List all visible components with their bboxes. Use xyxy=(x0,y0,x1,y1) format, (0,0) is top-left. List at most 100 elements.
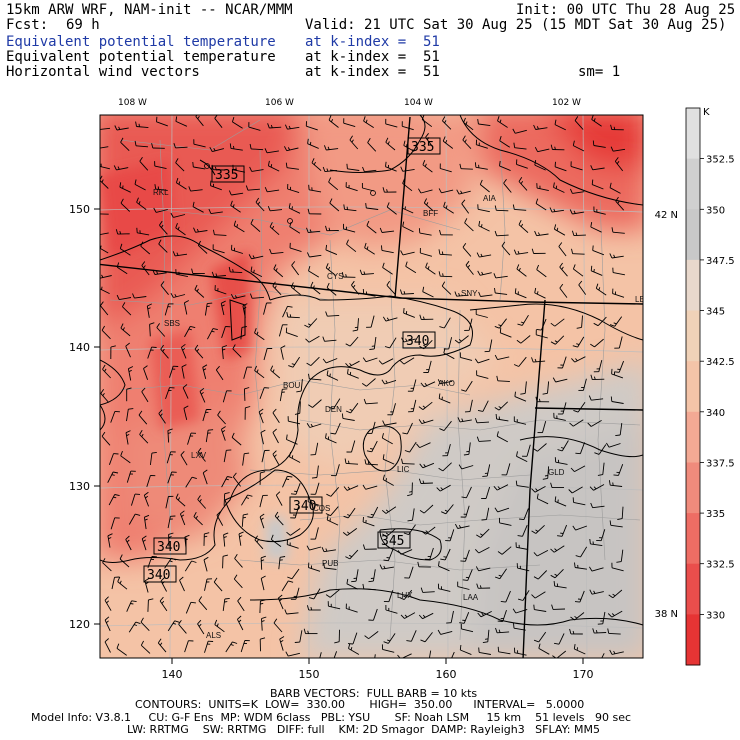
wind-barb xyxy=(225,641,238,653)
wind-barb xyxy=(366,220,377,234)
wind-barb xyxy=(134,140,149,148)
wind-barb xyxy=(518,220,529,233)
wind-barb xyxy=(326,487,340,497)
wind-barb xyxy=(140,241,151,255)
colorbar-swatch xyxy=(686,563,700,615)
wind-barb xyxy=(381,433,393,445)
wind-barb xyxy=(260,575,266,591)
wind-barb xyxy=(437,629,453,635)
wind-barb xyxy=(193,139,206,148)
wind-barb xyxy=(197,240,208,254)
wind-barb xyxy=(285,327,298,338)
x-tick-label: 170 xyxy=(573,668,594,681)
colorbar-swatch xyxy=(686,513,700,565)
wind-barb xyxy=(210,180,222,191)
wind-barb xyxy=(111,576,120,590)
wind-barb xyxy=(100,245,109,254)
wind-barb xyxy=(286,528,301,536)
wind-barb xyxy=(558,242,567,257)
wind-barb xyxy=(462,569,473,581)
wind-barb xyxy=(153,207,168,213)
station-label: LXV xyxy=(191,451,207,460)
wind-barb xyxy=(385,161,397,172)
wind-barb xyxy=(366,440,378,453)
wind-barb xyxy=(362,484,378,490)
wind-barb xyxy=(280,345,286,360)
wind-barb xyxy=(403,308,415,318)
wind-barb xyxy=(463,442,471,456)
wind-barb xyxy=(348,643,360,655)
wind-barb xyxy=(608,480,623,487)
wind-barb xyxy=(397,549,413,555)
wind-barb xyxy=(232,344,242,358)
wind-barb xyxy=(593,206,606,215)
wind-barb xyxy=(422,286,434,298)
wind-barb xyxy=(307,208,322,215)
wind-barb xyxy=(477,204,490,213)
wind-barb xyxy=(211,271,226,278)
wind-barb xyxy=(381,379,397,385)
wind-barb xyxy=(273,618,283,633)
wind-barb xyxy=(102,558,112,572)
wind-barb xyxy=(248,254,264,260)
wind-barb xyxy=(477,400,489,412)
wind-barb xyxy=(369,336,377,350)
wind-barb xyxy=(361,378,376,387)
wind-barb xyxy=(363,116,374,128)
y-tick-label: 120 xyxy=(69,618,90,631)
wind-barb xyxy=(194,284,205,298)
wind-barb xyxy=(571,248,585,255)
wind-barb xyxy=(325,244,338,256)
wind-barb xyxy=(242,303,248,318)
wind-barb xyxy=(175,493,186,507)
wind-barb xyxy=(536,318,547,331)
station-label: AIA xyxy=(483,194,497,203)
colorbar-swatch xyxy=(686,614,700,666)
wind-barb xyxy=(574,562,587,570)
wind-barb xyxy=(119,243,131,256)
wind-barb xyxy=(220,426,226,441)
wind-barb xyxy=(401,121,414,131)
x-tick-label: 160 xyxy=(436,668,457,681)
wind-barb xyxy=(143,491,150,507)
field-2-level: at k-index = 51 xyxy=(305,49,440,65)
wind-barb xyxy=(501,463,511,476)
wind-barb xyxy=(343,485,359,491)
wind-barb xyxy=(533,550,549,557)
wind-barb xyxy=(228,190,244,196)
wind-barb xyxy=(611,368,624,379)
wind-barb xyxy=(574,116,584,130)
wind-barb xyxy=(175,177,187,190)
wind-barb xyxy=(475,309,488,318)
wind-barb xyxy=(325,311,340,317)
wind-barb xyxy=(119,182,131,193)
wind-barb xyxy=(460,549,470,562)
contour-label-box xyxy=(153,537,187,555)
wind-barb xyxy=(192,161,206,170)
wind-barb xyxy=(193,227,208,233)
wind-barb xyxy=(110,410,120,423)
wind-barb xyxy=(419,247,433,257)
wind-barb xyxy=(305,335,320,343)
wind-barb xyxy=(307,496,320,506)
wind-barb xyxy=(249,143,264,151)
wind-barb xyxy=(216,511,224,526)
wind-barb xyxy=(364,459,378,466)
wind-barb xyxy=(494,507,510,513)
wind-barb xyxy=(249,166,264,172)
wind-barb xyxy=(215,365,224,381)
model-info-line-1: Model Info: V3.8.1 CU: G-F Ens MP: WDM 6… xyxy=(31,711,632,724)
wind-barb xyxy=(234,554,243,568)
wind-barb xyxy=(269,248,284,255)
wind-barb xyxy=(423,360,432,374)
wind-barb xyxy=(457,417,472,423)
wind-barb xyxy=(474,547,490,554)
wind-barb xyxy=(264,148,279,154)
wind-barb xyxy=(609,182,621,194)
wind-barb xyxy=(557,524,568,537)
wind-barb xyxy=(254,328,265,341)
wind-barb xyxy=(284,609,299,615)
wind-barb xyxy=(179,510,186,526)
wind-barb xyxy=(272,450,280,465)
wind-barb xyxy=(222,597,230,611)
